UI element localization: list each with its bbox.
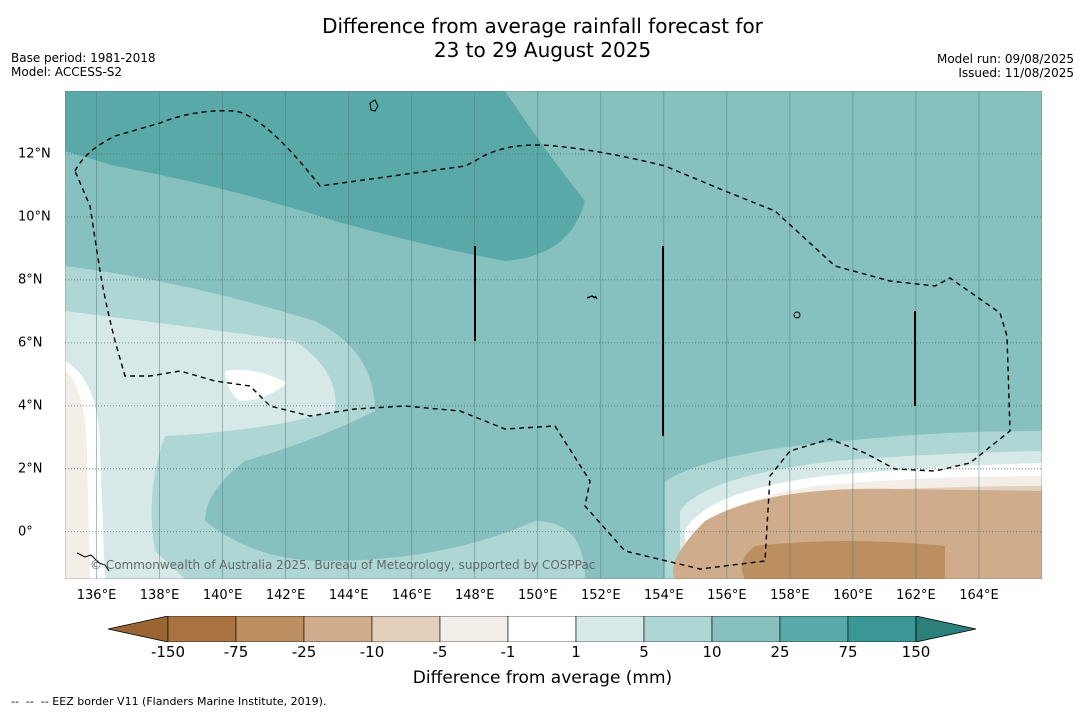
x-tick-label: 160°E <box>833 588 873 603</box>
colorbar-swatch <box>371 616 441 642</box>
wet-region-north <box>65 91 585 261</box>
colorbar-tick: -1 <box>500 643 516 661</box>
island-chuuk <box>586 295 598 300</box>
island-pohnpei <box>793 311 801 319</box>
colorbar-swatch <box>507 616 577 642</box>
x-tick-label: 144°E <box>328 588 369 603</box>
model-run: Model run: 09/08/2025 <box>936 52 1074 66</box>
colorbar-swatch <box>235 616 305 642</box>
colorbar-swatch <box>643 616 713 642</box>
colorbar-swatch <box>575 616 645 642</box>
colorbar-tick: 75 <box>838 643 858 661</box>
coast-new-guinea <box>76 552 110 572</box>
y-tick-label: 12°N <box>18 146 51 162</box>
eez-footnote: -- -- -- EEZ border V11 (Flanders Marine… <box>11 695 327 708</box>
x-tick-label: 164°E <box>959 588 999 603</box>
y-tick-label: 8°N <box>18 272 43 288</box>
colorbar-tick: -75 <box>223 643 249 661</box>
island-guam <box>369 99 379 112</box>
x-tick-label: 138°E <box>139 588 180 603</box>
x-tick-label: 152°E <box>581 588 621 603</box>
colorbar-tick: -10 <box>359 643 385 661</box>
model-name: Model: ACCESS-S2 <box>11 65 123 79</box>
y-tick-label: 0° <box>18 524 33 540</box>
colorbar-swatch <box>303 616 373 642</box>
colorbar-swatch <box>711 616 781 642</box>
y-tick-label: 6°N <box>18 335 43 351</box>
colorbar-tick: 5 <box>639 643 649 661</box>
title-line-2: 23 to 29 August 2025 <box>433 38 652 62</box>
x-tick-label: 146°E <box>391 588 432 603</box>
colorbar-tick: -5 <box>432 643 448 661</box>
x-tick-label: 156°E <box>707 588 747 603</box>
x-tick-label: 162°E <box>896 588 936 603</box>
map-gridlines <box>65 91 1042 579</box>
colorbar-swatch <box>779 616 849 642</box>
y-tick-label: 2°N <box>18 461 43 477</box>
eez-border <box>74 110 1011 570</box>
region-west-dry <box>65 371 90 579</box>
colorbar-extend-high <box>915 616 977 642</box>
colorbar-tick: 10 <box>702 643 722 661</box>
colorbar-swatch <box>439 616 509 642</box>
x-tick-label: 140°E <box>202 588 243 603</box>
x-tick-label: 142°E <box>265 588 306 603</box>
map-title: Difference from average rainfall forecas… <box>0 14 1085 62</box>
title-line-1: Difference from average rainfall forecas… <box>322 14 763 38</box>
x-tick-label: 150°E <box>517 588 558 603</box>
colorbar-tick: 1 <box>571 643 581 661</box>
map-panel <box>64 90 1043 580</box>
colorbar-swatch <box>847 616 917 642</box>
colorbar-tick: 150 <box>901 643 931 661</box>
copyright-notice: © Commonwealth of Australia 2025. Bureau… <box>90 558 596 572</box>
region-east-dry-4 <box>741 541 945 579</box>
x-tick-label: 136°E <box>76 588 117 603</box>
meta-right: Model run: 09/08/2025 Issued: 11/08/2025 <box>937 52 1074 80</box>
colorbar <box>108 616 977 642</box>
issued-date: Issued: 11/08/2025 <box>958 66 1074 80</box>
colorbar-extend-low <box>108 616 169 642</box>
x-tick-label: 158°E <box>770 588 810 603</box>
x-tick-label: 148°E <box>454 588 495 603</box>
colorbar-tick: 25 <box>770 643 790 661</box>
x-tick-label: 154°E <box>644 588 684 603</box>
y-tick-label: 4°N <box>18 398 43 414</box>
y-tick-label: 10°N <box>18 209 51 225</box>
base-period: Base period: 1981-2018 <box>11 51 156 65</box>
meta-left: Base period: 1981-2018 Model: ACCESS-S2 <box>11 51 156 79</box>
colorbar-tick: -25 <box>291 643 317 661</box>
colorbar-tick: -150 <box>150 643 186 661</box>
colorbar-title: Difference from average (mm) <box>412 668 673 688</box>
region-neutral-pocket <box>225 369 287 401</box>
rainfall-map <box>64 90 1043 580</box>
colorbar-swatch <box>167 616 237 642</box>
